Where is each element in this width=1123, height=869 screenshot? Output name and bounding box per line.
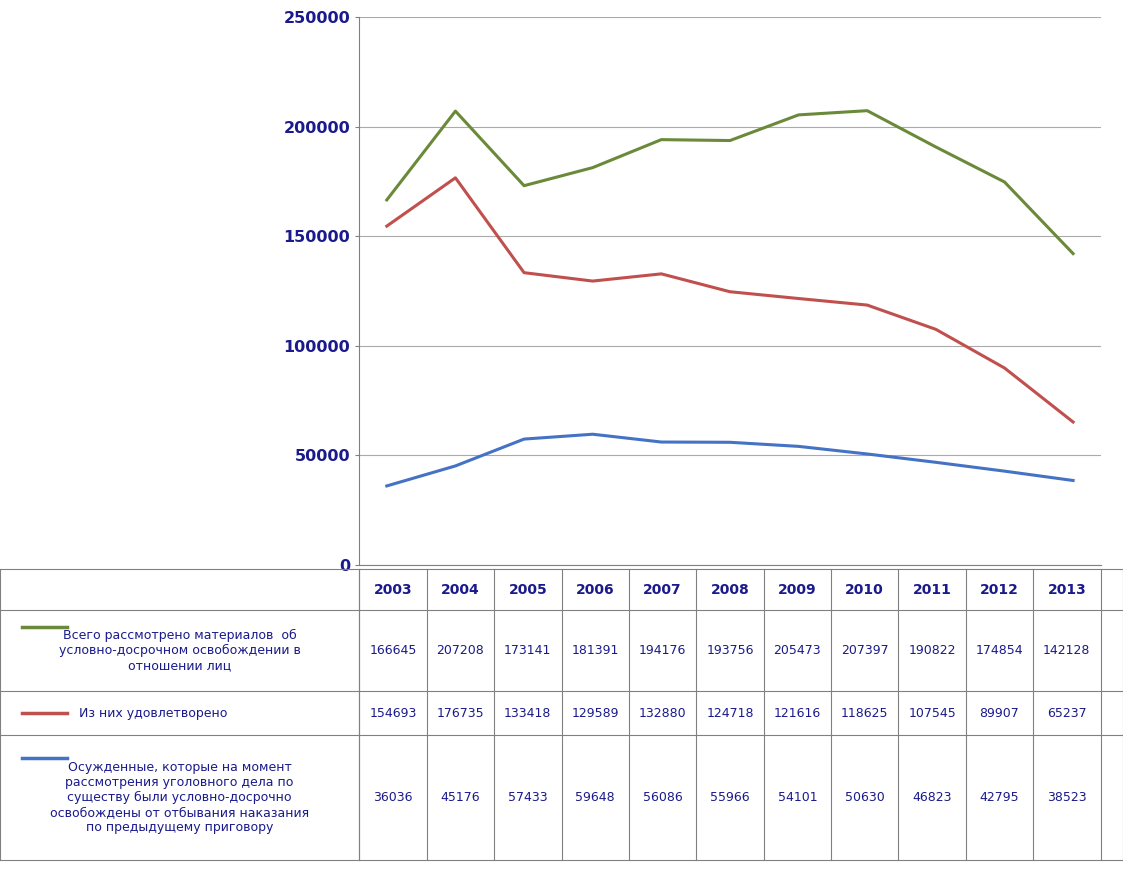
Text: 89907: 89907: [979, 706, 1020, 720]
Text: 181391: 181391: [572, 644, 619, 657]
Text: 2003: 2003: [374, 582, 412, 597]
Text: Всего рассмотрено материалов  об
условно-досрочном освобождении в
отношении лиц: Всего рассмотрено материалов об условно-…: [58, 629, 301, 673]
Text: 50630: 50630: [844, 791, 885, 804]
Text: 56086: 56086: [642, 791, 683, 804]
Text: 129589: 129589: [572, 706, 619, 720]
Text: 36036: 36036: [373, 791, 413, 804]
Text: 59648: 59648: [575, 791, 615, 804]
Text: 142128: 142128: [1043, 644, 1090, 657]
Text: 65237: 65237: [1047, 706, 1087, 720]
Text: 57433: 57433: [508, 791, 548, 804]
Text: 124718: 124718: [706, 706, 754, 720]
Text: 194176: 194176: [639, 644, 686, 657]
Text: 55966: 55966: [710, 791, 750, 804]
Text: 176735: 176735: [437, 706, 484, 720]
Text: 42795: 42795: [979, 791, 1020, 804]
Text: 2012: 2012: [980, 582, 1019, 597]
Text: 46823: 46823: [912, 791, 952, 804]
Text: 2005: 2005: [509, 582, 547, 597]
Text: Из них удовлетворено: Из них удовлетворено: [79, 706, 227, 720]
Text: 154693: 154693: [369, 706, 417, 720]
Text: 207208: 207208: [437, 644, 484, 657]
Text: 2010: 2010: [846, 582, 884, 597]
Text: 107545: 107545: [909, 706, 956, 720]
Text: 207397: 207397: [841, 644, 888, 657]
Text: 193756: 193756: [706, 644, 754, 657]
Text: 2004: 2004: [441, 582, 480, 597]
Text: 2013: 2013: [1048, 582, 1086, 597]
Text: 174854: 174854: [976, 644, 1023, 657]
Text: 121616: 121616: [774, 706, 821, 720]
Text: 54101: 54101: [777, 791, 818, 804]
Text: 2007: 2007: [643, 582, 682, 597]
Text: 2006: 2006: [576, 582, 614, 597]
Text: 2009: 2009: [778, 582, 816, 597]
Text: 118625: 118625: [841, 706, 888, 720]
Text: 2011: 2011: [913, 582, 951, 597]
Text: 2008: 2008: [711, 582, 749, 597]
Text: 173141: 173141: [504, 644, 551, 657]
Text: 38523: 38523: [1047, 791, 1087, 804]
Text: 133418: 133418: [504, 706, 551, 720]
Text: 45176: 45176: [440, 791, 481, 804]
Text: Осужденные, которые на момент
рассмотрения уголовного дела по
существу были усло: Осужденные, которые на момент рассмотрен…: [51, 761, 309, 834]
Text: 190822: 190822: [909, 644, 956, 657]
Text: 166645: 166645: [369, 644, 417, 657]
Text: 132880: 132880: [639, 706, 686, 720]
Text: 205473: 205473: [774, 644, 821, 657]
